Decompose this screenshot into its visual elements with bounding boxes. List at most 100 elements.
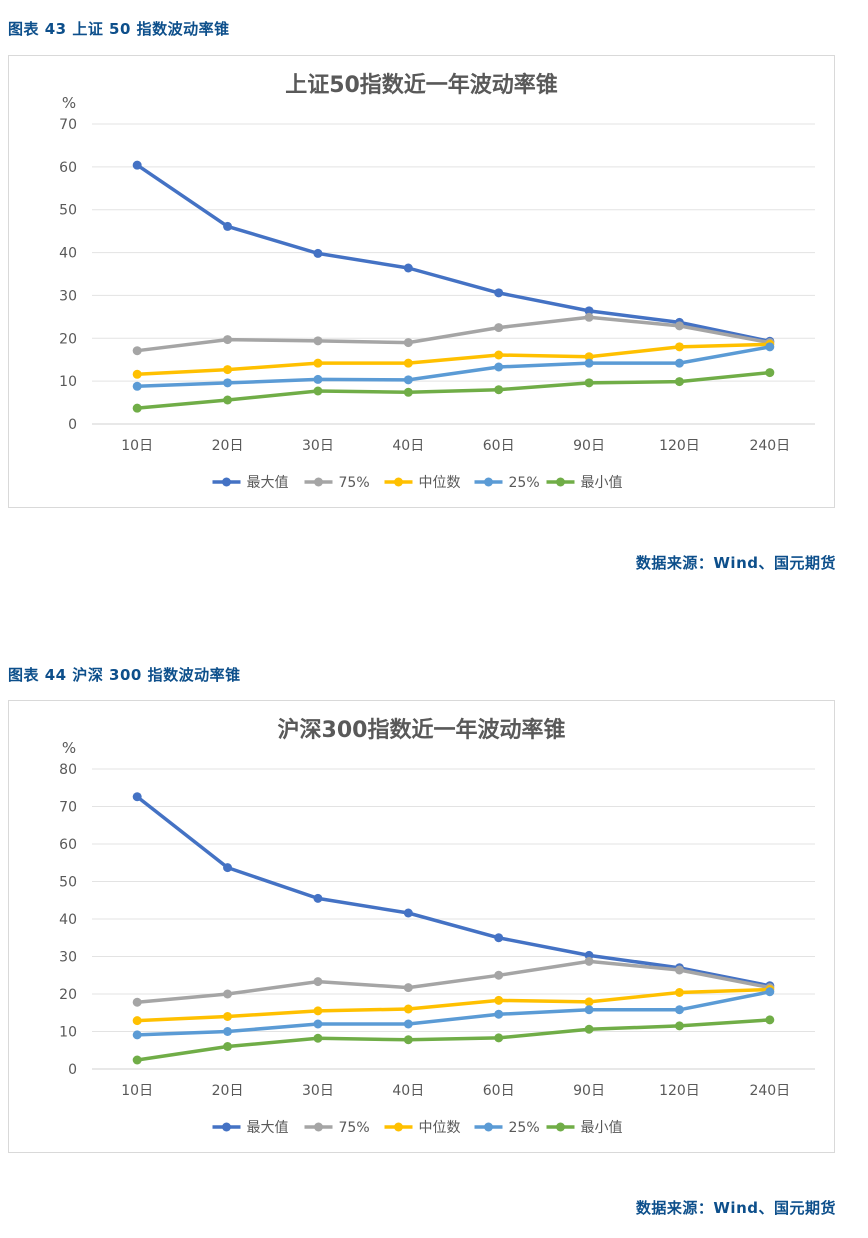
data-point <box>584 997 594 1007</box>
data-point <box>403 1019 413 1029</box>
data-point <box>223 395 233 405</box>
data-point <box>313 248 323 258</box>
legend-swatch-marker <box>484 477 493 487</box>
y-tick-label: 0 <box>68 1062 77 1078</box>
data-point <box>223 221 233 231</box>
y-tick-label: 0 <box>68 417 77 433</box>
legend-swatch-marker <box>556 1122 565 1132</box>
data-point <box>765 342 775 352</box>
series-25% <box>132 987 775 1040</box>
legend-item: 75% <box>304 1120 370 1136</box>
legend-item: 75% <box>304 475 370 491</box>
data-point <box>494 933 504 943</box>
data-point <box>494 362 504 372</box>
y-tick-label: 60 <box>59 160 77 176</box>
data-point <box>494 323 504 333</box>
data-point <box>494 1033 504 1043</box>
data-point <box>403 983 413 993</box>
legend-swatch-marker <box>394 1122 403 1132</box>
legend-item: 中位数 <box>384 475 461 491</box>
data-point <box>765 368 775 378</box>
chart-title: 上证50指数近一年波动率锥 <box>285 72 558 98</box>
data-point <box>403 263 413 273</box>
x-tick-label: 120日 <box>659 438 700 454</box>
data-point <box>494 970 504 980</box>
legend-item: 最大值 <box>212 1120 289 1136</box>
y-tick-label: 70 <box>59 117 77 133</box>
data-point <box>584 1005 594 1015</box>
legend-swatch-marker <box>314 477 323 487</box>
legend-item: 最大值 <box>212 475 289 491</box>
data-point <box>132 403 142 413</box>
data-point <box>403 387 413 397</box>
y-tick-label: 50 <box>59 875 77 891</box>
data-point <box>674 1021 684 1031</box>
data-point <box>494 995 504 1005</box>
legend-label: 最小值 <box>581 1120 623 1136</box>
data-point <box>132 1030 142 1040</box>
legend-item: 中位数 <box>384 1120 461 1136</box>
x-tick-label: 240日 <box>749 1083 790 1099</box>
data-point <box>313 1033 323 1043</box>
data-point <box>223 1012 233 1021</box>
data-point <box>584 1024 594 1034</box>
data-point <box>223 989 233 999</box>
data-point <box>223 365 233 375</box>
legend-label: 中位数 <box>419 1120 461 1136</box>
data-point <box>584 306 594 316</box>
x-tick-label: 10日 <box>121 1083 153 1099</box>
data-point <box>494 288 504 298</box>
data-source: 数据来源：Wind、国元期货 <box>635 554 836 572</box>
data-point <box>584 312 594 322</box>
data-point <box>313 386 323 396</box>
data-point <box>674 358 684 368</box>
x-tick-label: 30日 <box>302 1083 334 1099</box>
x-tick-label: 60日 <box>483 438 515 454</box>
volatility-cone-chart-sse50: 上证50指数近一年波动率锥% 0 10 20 30 40 50 60 70 10日 20日 30日 40… <box>8 55 835 508</box>
data-point <box>765 987 775 997</box>
legend-label: 中位数 <box>419 475 461 491</box>
legend-swatch-marker <box>556 477 565 487</box>
data-point <box>403 908 413 918</box>
y-tick-label: 30 <box>59 950 77 966</box>
x-tick-label: 120日 <box>659 1083 700 1099</box>
series-最小值 <box>132 368 775 413</box>
series-line <box>135 1018 772 1062</box>
x-tick-label: 30日 <box>302 438 334 454</box>
series-line <box>135 345 772 389</box>
data-point <box>313 977 323 987</box>
series-line <box>135 987 772 1023</box>
y-axis-unit: % <box>62 94 76 112</box>
legend-swatch-marker <box>222 477 231 487</box>
data-point <box>132 381 142 391</box>
y-tick-label: 20 <box>59 987 77 1003</box>
figure-caption: 图表 44 沪深 300 指数波动率锥 <box>8 666 241 684</box>
data-source: 数据来源：Wind、国元期货 <box>635 1199 836 1217</box>
data-point <box>494 385 504 395</box>
y-tick-label: 70 <box>59 800 77 816</box>
legend-swatch-marker <box>394 477 403 487</box>
y-tick-label: 80 <box>59 762 77 778</box>
chart-svg: 沪深300指数近一年波动率锥% 0 10 20 30 40 50 60 70 80 10日 20日 30… <box>59 717 815 1136</box>
data-point <box>132 369 142 379</box>
series-line <box>135 959 772 1005</box>
x-tick-label: 90日 <box>573 438 605 454</box>
legend-label: 最大值 <box>247 1120 289 1136</box>
x-tick-label: 60日 <box>483 1083 515 1099</box>
data-point <box>313 336 323 346</box>
x-tick-label: 10日 <box>121 438 153 454</box>
y-tick-label: 10 <box>59 1025 77 1041</box>
data-point <box>223 1027 233 1036</box>
data-point <box>223 1042 233 1051</box>
data-point <box>132 1016 142 1026</box>
x-tick-label: 20日 <box>212 438 244 454</box>
data-point <box>223 863 233 873</box>
legend-swatch-marker <box>222 1122 231 1132</box>
data-point <box>584 378 594 388</box>
x-tick-label: 240日 <box>749 438 790 454</box>
data-point <box>403 1035 413 1045</box>
legend-item: 最小值 <box>546 475 623 491</box>
legend-item: 最小值 <box>546 1120 623 1136</box>
data-point <box>674 965 684 975</box>
data-point <box>132 346 142 356</box>
